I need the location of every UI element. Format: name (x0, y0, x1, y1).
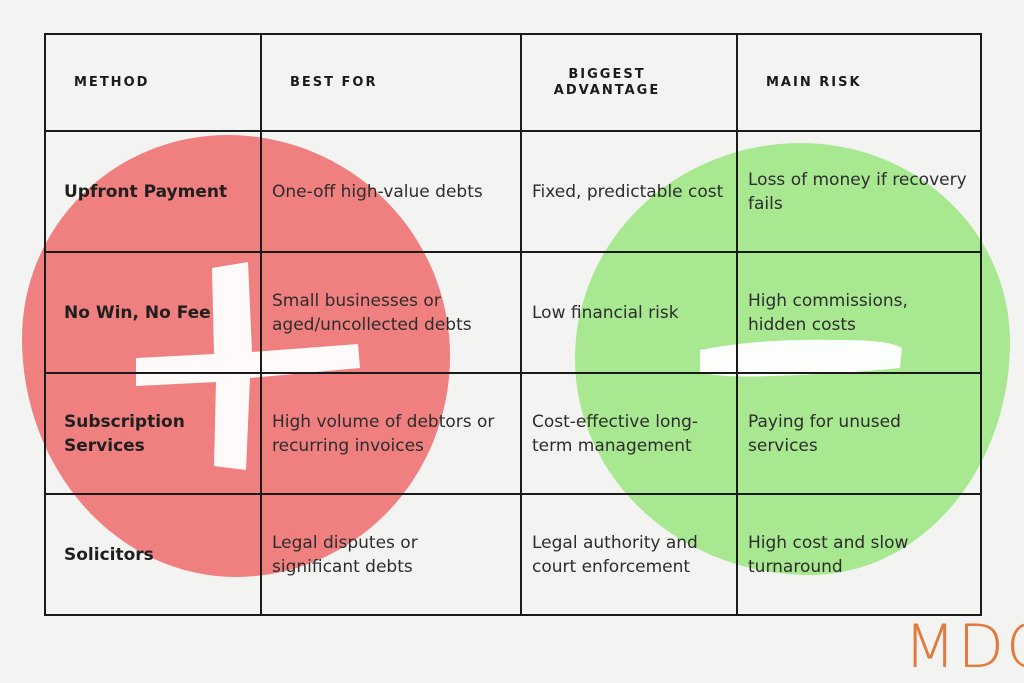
method-cell: No Win, No Fee (44, 251, 262, 374)
risk-cell: Loss of money if recovery fails (736, 130, 982, 253)
advantage-cell: Fixed, predictable cost (520, 130, 738, 253)
comparison-table: METHOD BEST FOR BIGGEST ADVANTAGE MAIN R… (44, 33, 982, 616)
advantage-cell: Cost-effective long-term management (520, 372, 738, 495)
risk-cell: High cost and slow turnaround (736, 493, 982, 616)
advantage-cell: Legal authority and court enforcement (520, 493, 738, 616)
header-best-for: BEST FOR (260, 33, 522, 132)
mdc-logo: MDC (904, 612, 1024, 682)
table-row: Subscription Services High volume of deb… (44, 372, 982, 495)
method-cell: Upfront Payment (44, 130, 262, 253)
table-row: No Win, No Fee Small businesses or aged/… (44, 251, 982, 374)
best-for-cell: High volume of debtors or recurring invo… (260, 372, 522, 495)
header-biggest-advantage: BIGGEST ADVANTAGE (520, 33, 738, 132)
method-cell: Subscription Services (44, 372, 262, 495)
best-for-cell: One-off high-value debts (260, 130, 522, 253)
advantage-cell: Low financial risk (520, 251, 738, 374)
header-main-risk: MAIN RISK (736, 33, 982, 132)
risk-cell: High commissions, hidden costs (736, 251, 982, 374)
risk-cell: Paying for unused services (736, 372, 982, 495)
table-row: Upfront Payment One-off high-value debts… (44, 130, 982, 253)
best-for-cell: Legal disputes or significant debts (260, 493, 522, 616)
method-cell: Solicitors (44, 493, 262, 616)
table-row: Solicitors Legal disputes or significant… (44, 493, 982, 616)
best-for-cell: Small businesses or aged/uncollected deb… (260, 251, 522, 374)
table-header-row: METHOD BEST FOR BIGGEST ADVANTAGE MAIN R… (44, 33, 982, 132)
header-method: METHOD (44, 33, 262, 132)
